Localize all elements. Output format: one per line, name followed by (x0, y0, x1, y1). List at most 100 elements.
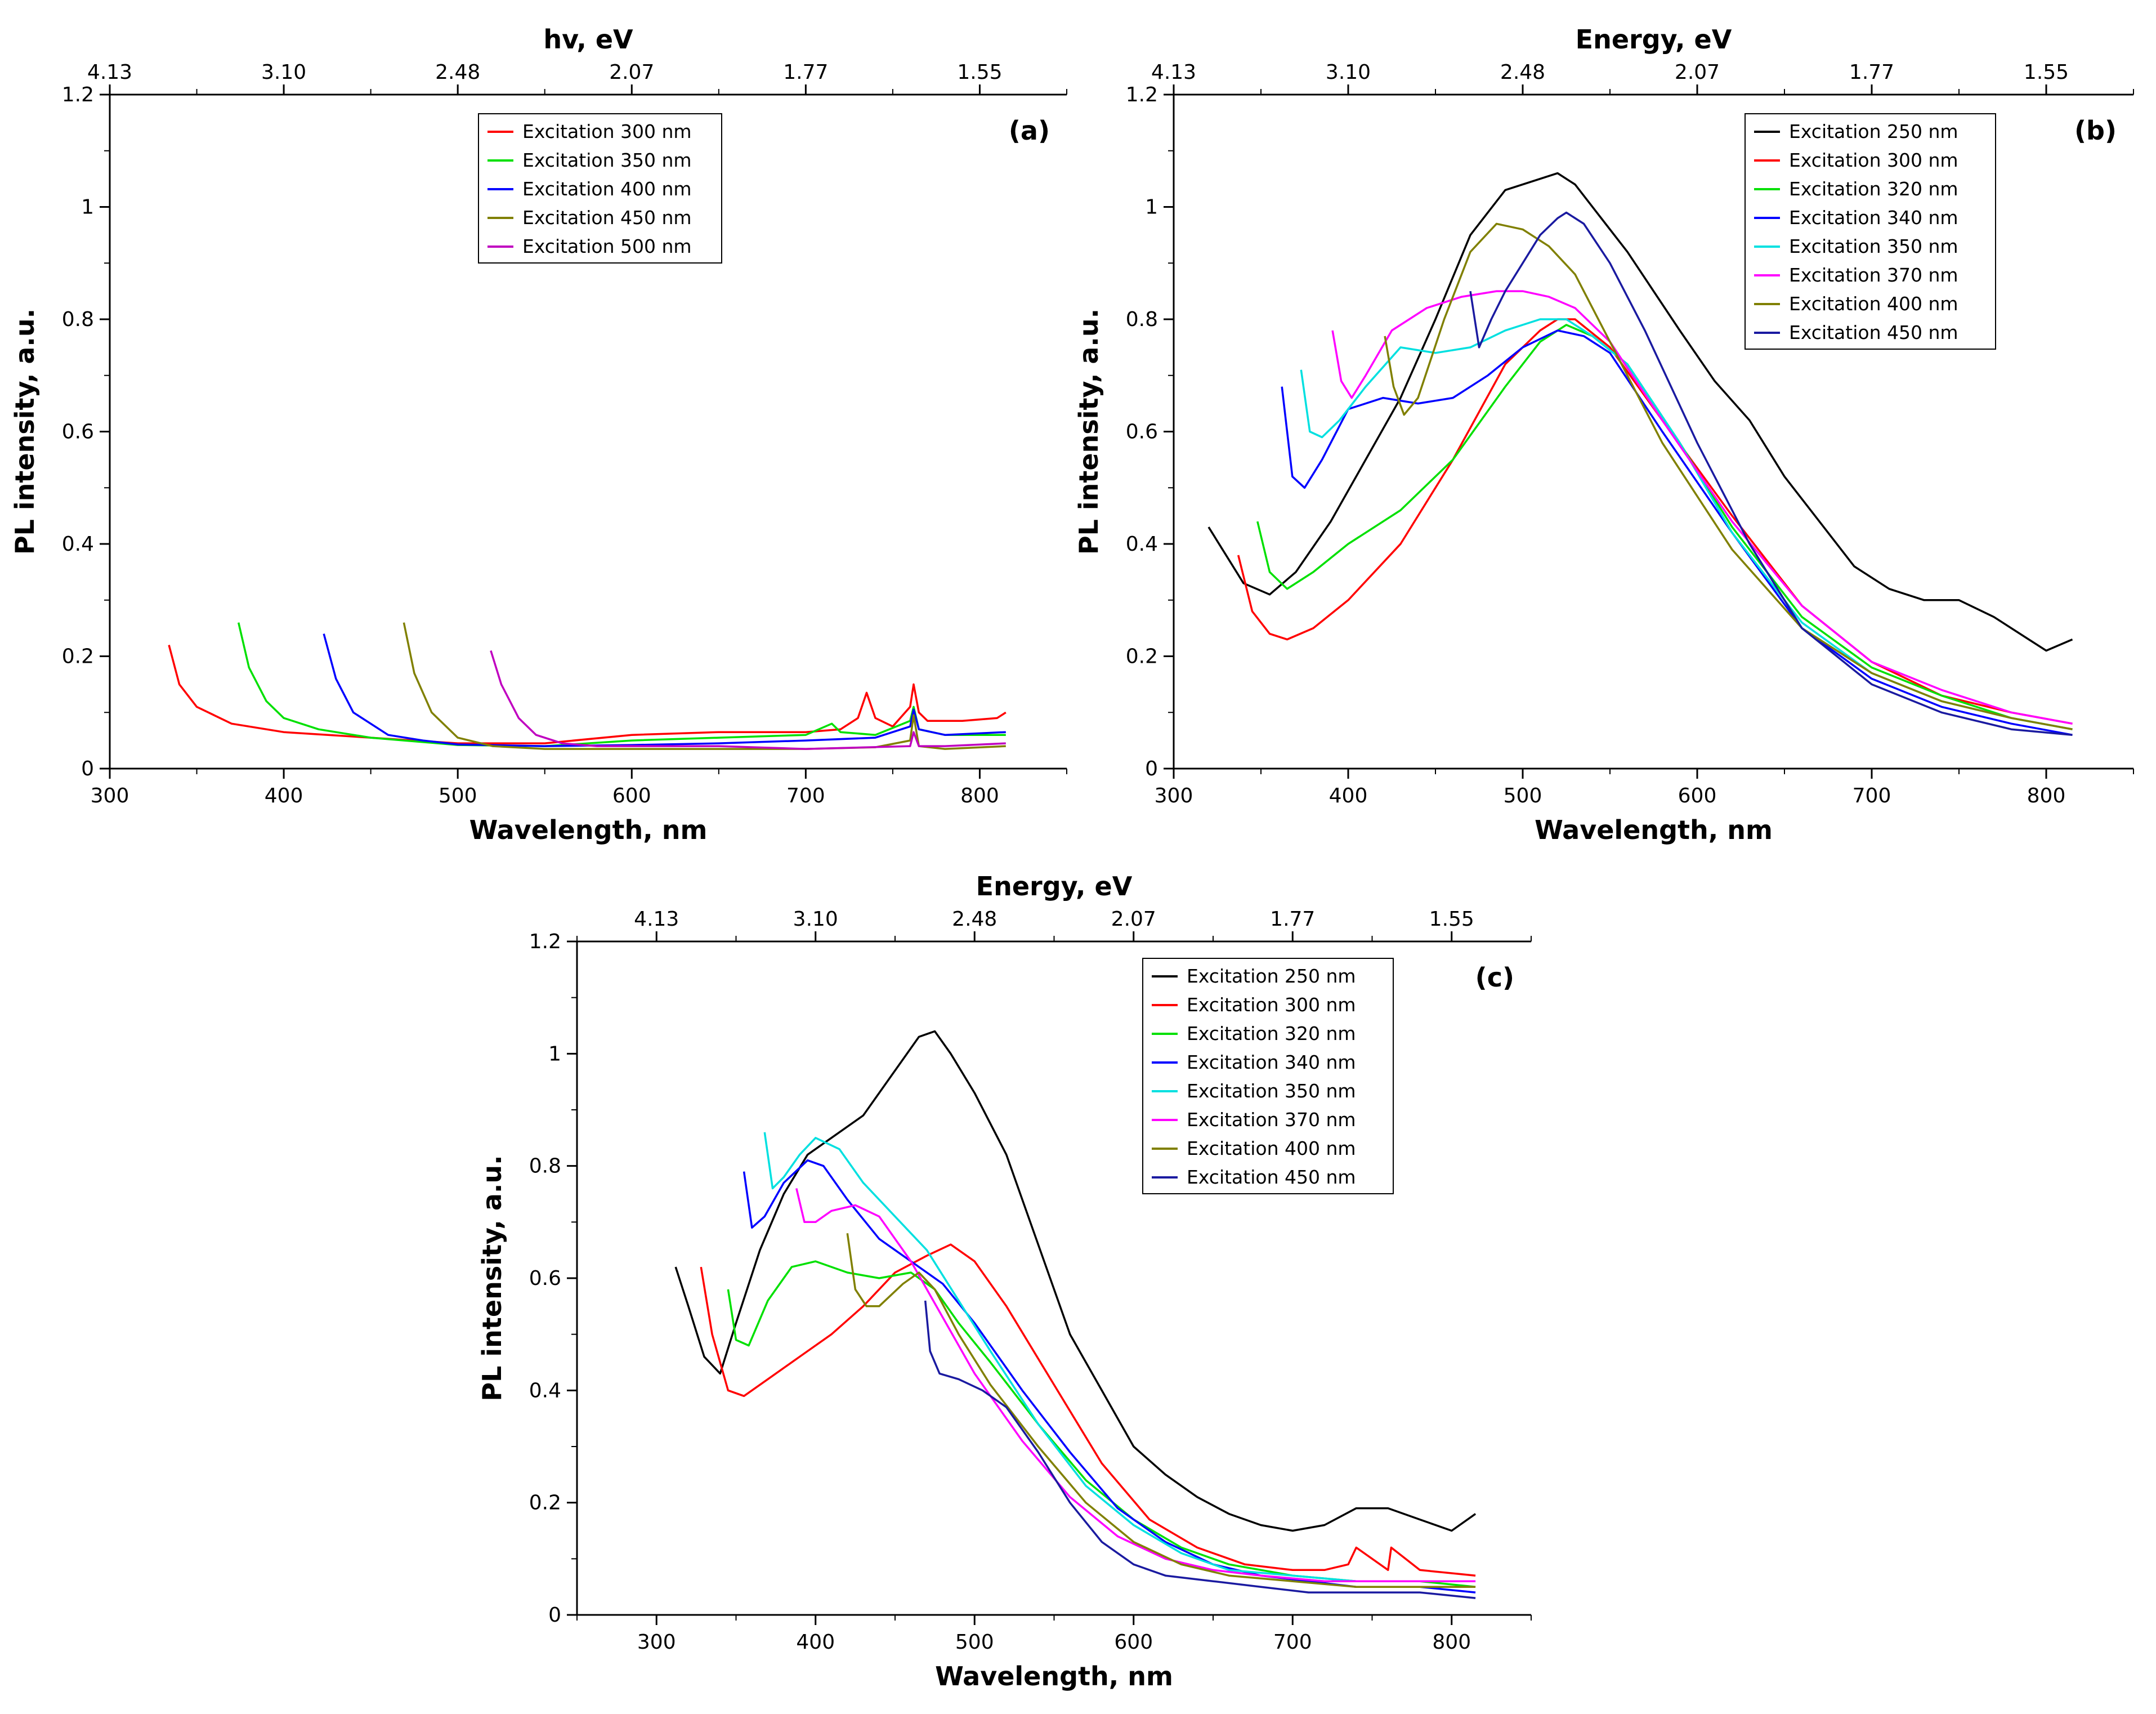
series-line-7 (1384, 222, 2073, 730)
x-tick-label: 300 (1155, 784, 1193, 807)
x-tick-label: 400 (796, 1631, 835, 1654)
x-tick-label: 600 (612, 784, 651, 807)
legend-box (1745, 113, 1996, 350)
legend-entry: Excitation 400 nm (1789, 293, 1958, 315)
top-axis-title: Energy, eV (976, 871, 1133, 901)
series-line-4 (1281, 329, 2073, 736)
legend-entry: Excitation 450 nm (1789, 322, 1958, 343)
legend-entry: Excitation 340 nm (1187, 1051, 1356, 1073)
legend-entry: Excitation 450 nm (1187, 1166, 1356, 1188)
top-tick-label: 4.13 (1151, 61, 1196, 84)
top-tick-label: 1.55 (1429, 908, 1474, 931)
legend-entry: Excitation 300 nm (1187, 994, 1356, 1016)
series-line-5 (490, 650, 1006, 750)
legend-entry: Excitation 300 nm (522, 120, 692, 142)
x-tick-label: 800 (960, 784, 999, 807)
series-line-4 (402, 622, 1006, 750)
top-tick-label: 4.13 (87, 61, 132, 84)
x-tick-label: 300 (91, 784, 129, 807)
y-tick-label: 1.2 (529, 930, 561, 953)
x-axis-title: Wavelength, nm (935, 1661, 1173, 1691)
y-axis-title: PL intensity, a.u. (10, 309, 40, 555)
series-line-7 (846, 1233, 1476, 1588)
y-tick-label: 1 (548, 1042, 561, 1065)
x-tick-label: 600 (1114, 1631, 1153, 1654)
top-tick-label: 1.77 (783, 61, 828, 84)
y-tick-label: 1.2 (1126, 83, 1158, 106)
y-tick-label: 1.2 (62, 83, 94, 106)
top-tick-label: 3.10 (1326, 61, 1371, 84)
legend-entry: Excitation 320 nm (1789, 178, 1958, 200)
top-tick-label: 2.07 (1111, 908, 1156, 931)
y-tick-label: 0.8 (1126, 308, 1158, 331)
legend-entry: Excitation 300 nm (1789, 149, 1958, 171)
panel-label: (a) (1009, 115, 1050, 146)
x-tick-label: 700 (1853, 784, 1891, 807)
legend-entry: Excitation 350 nm (522, 149, 692, 171)
x-axis-title: Wavelength, nm (1535, 815, 1773, 845)
top-axis-title: Energy, eV (1576, 24, 1732, 55)
y-tick-label: 0.6 (1126, 421, 1158, 444)
legend-entry: Excitation 320 nm (1187, 1023, 1356, 1045)
x-tick-label: 300 (637, 1631, 676, 1654)
y-tick-label: 0 (81, 757, 94, 780)
top-tick-label: 2.07 (609, 61, 654, 84)
legend-entry: Excitation 350 nm (1187, 1080, 1356, 1102)
top-tick-label: 1.77 (1270, 908, 1315, 931)
x-tick-label: 700 (786, 784, 825, 807)
y-axis-title: PL intensity, a.u. (477, 1155, 507, 1401)
legend-entry: Excitation 370 nm (1187, 1109, 1356, 1131)
y-tick-label: 0.2 (62, 645, 94, 668)
legend-entry: Excitation 250 nm (1789, 120, 1958, 142)
series-line-2 (237, 622, 1006, 747)
y-tick-label: 1 (81, 196, 94, 219)
y-tick-label: 0.8 (62, 308, 94, 331)
x-tick-label: 500 (955, 1631, 994, 1654)
series-line-3 (323, 633, 1006, 747)
chart-panel-3: 300 400 500 600 700 800 4.13 3.10 2.48 2.07 1.77 1.… (477, 871, 1532, 1691)
y-tick-label: 0.4 (1126, 533, 1158, 556)
legend-box (1142, 958, 1394, 1194)
top-tick-label: 1.55 (957, 61, 1002, 84)
legend-entry: Excitation 500 nm (522, 235, 692, 257)
legend-entry: Excitation 250 nm (1187, 965, 1356, 987)
legend-entry: Excitation 400 nm (1187, 1137, 1356, 1159)
x-axis-title: Wavelength, nm (469, 815, 708, 845)
y-tick-label: 0.2 (529, 1492, 561, 1515)
series-line-1 (674, 1030, 1477, 1532)
top-tick-label: 4.13 (634, 908, 679, 931)
x-tick-label: 500 (439, 784, 477, 807)
y-tick-label: 0.4 (62, 533, 94, 556)
series-line-1 (168, 645, 1007, 744)
x-tick-label: 700 (1273, 1631, 1312, 1654)
y-tick-label: 1 (1145, 196, 1158, 219)
top-tick-label: 3.10 (793, 908, 838, 931)
legend-entry: Excitation 370 nm (1789, 264, 1958, 286)
y-tick-label: 0.4 (529, 1379, 561, 1402)
series-line-6 (795, 1188, 1476, 1582)
x-tick-label: 400 (1329, 784, 1368, 807)
y-tick-label: 0.8 (529, 1155, 561, 1178)
series-line-1 (1207, 172, 2073, 652)
series-line-3 (727, 1260, 1476, 1588)
chart-panel-2: 300 400 500 600 700 800 4.13 3.10 2.48 2.07 1.77 1.… (1073, 24, 2134, 845)
y-axis-title: PL intensity, a.u. (1073, 309, 1104, 555)
x-tick-label: 600 (1678, 784, 1717, 807)
series-line-8 (924, 1300, 1476, 1599)
top-tick-label: 2.48 (435, 61, 480, 84)
y-tick-label: 0.6 (529, 1267, 561, 1290)
series-line-5 (763, 1132, 1476, 1582)
panel-label: (c) (1475, 962, 1514, 993)
panel-label: (b) (2074, 115, 2117, 146)
legend-box (478, 113, 722, 264)
top-tick-label: 1.55 (2024, 61, 2069, 84)
series-line-6 (1331, 290, 2073, 725)
legend-entry: Excitation 350 nm (1789, 235, 1958, 257)
x-tick-label: 400 (265, 784, 303, 807)
chart-panel-1: 300 400 500 600 700 800 4.13 3.10 2.48 2.07 1.77 1.… (10, 24, 1067, 845)
x-tick-label: 800 (2027, 784, 2066, 807)
top-tick-label: 1.77 (1849, 61, 1894, 84)
top-tick-label: 3.10 (261, 61, 306, 84)
x-tick-label: 800 (1432, 1631, 1471, 1654)
